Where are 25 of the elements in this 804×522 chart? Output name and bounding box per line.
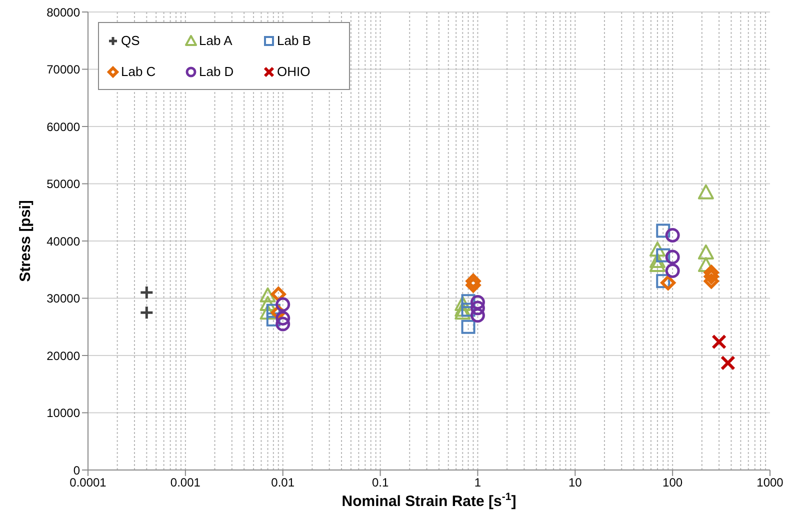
y-tick-label: 80000 [46, 5, 80, 20]
legend-label: QS [121, 33, 140, 48]
y-tick-label: 20000 [46, 348, 80, 363]
legend-label: Lab B [277, 33, 311, 48]
legend-label: Lab D [199, 64, 234, 79]
x-tick-label: 0.001 [170, 476, 201, 490]
y-tick-label: 40000 [46, 234, 80, 248]
x-tick-label: 10 [568, 476, 582, 490]
legend-label: Lab C [121, 64, 156, 79]
x-tick-label: 0.1 [372, 476, 389, 490]
y-tick-label: 70000 [46, 62, 80, 77]
x-tick-label: 1 [474, 476, 482, 490]
y-tick-label: 0 [73, 463, 80, 478]
x-tick-label: 1000 [756, 476, 784, 490]
x-tick-label: 0.01 [271, 476, 295, 490]
legend-label: Lab A [199, 33, 232, 48]
y-tick-label: 60000 [46, 120, 80, 134]
y-tick-label: 30000 [46, 292, 80, 306]
y-tick-label: 10000 [46, 406, 80, 420]
x-axis-title: Nominal Strain Rate [s$^{-1}$] [342, 491, 516, 510]
y-axis-title: Stress [psi] [17, 200, 34, 282]
y-tick-label: 50000 [46, 177, 80, 192]
x-tick-label: 0.0001 [70, 476, 107, 490]
legend-label: OHIO [277, 64, 310, 79]
x-tick-label: 100 [662, 476, 683, 490]
